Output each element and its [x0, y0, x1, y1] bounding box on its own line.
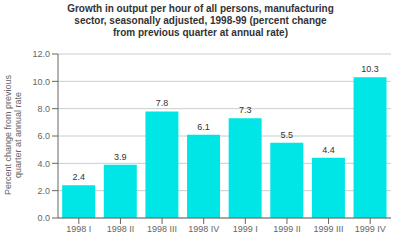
- svg-text:7.3: 7.3: [239, 105, 252, 115]
- svg-text:6.1: 6.1: [197, 122, 210, 132]
- svg-text:1998 II: 1998 II: [107, 224, 135, 234]
- svg-text:6.0: 6.0: [37, 131, 50, 141]
- svg-text:5.5: 5.5: [281, 130, 294, 140]
- svg-text:1998 III: 1998 III: [147, 224, 177, 234]
- svg-text:4.4: 4.4: [322, 145, 335, 155]
- svg-text:1998 I: 1998 I: [66, 224, 91, 234]
- svg-text:3.9: 3.9: [114, 152, 127, 162]
- svg-text:1999 I: 1999 I: [233, 224, 258, 234]
- svg-text:8.0: 8.0: [37, 104, 50, 114]
- html-text:from previous quarter at annua: from previous quarter at annual rate): [113, 27, 288, 38]
- svg-text:4.0: 4.0: [37, 159, 50, 169]
- html-text:sector, seasonally adjusted, 1: sector, seasonally adjusted, 1998-99 (pe…: [74, 15, 327, 26]
- html-text:Growth in output per hour of a: Growth in output per hour of all persons…: [67, 3, 334, 14]
- svg-text:1999 IV: 1999 IV: [355, 224, 386, 234]
- svg-text:1999 III: 1999 III: [314, 224, 344, 234]
- svg-text:1998 IV: 1998 IV: [188, 224, 219, 234]
- svg-text:0.0: 0.0: [37, 213, 50, 223]
- svg-text:1999 II: 1999 II: [273, 224, 301, 234]
- svg-text:10.3: 10.3: [361, 64, 379, 74]
- svg-text:2.4: 2.4: [72, 172, 85, 182]
- svg-text:2.0: 2.0: [37, 186, 50, 196]
- svg-text:12.0: 12.0: [32, 49, 50, 59]
- svg-text:Percent change from previousqu: Percent change from previousquarter at a…: [3, 74, 23, 195]
- svg-text:10.0: 10.0: [32, 77, 50, 87]
- svg-text:7.8: 7.8: [156, 98, 169, 108]
